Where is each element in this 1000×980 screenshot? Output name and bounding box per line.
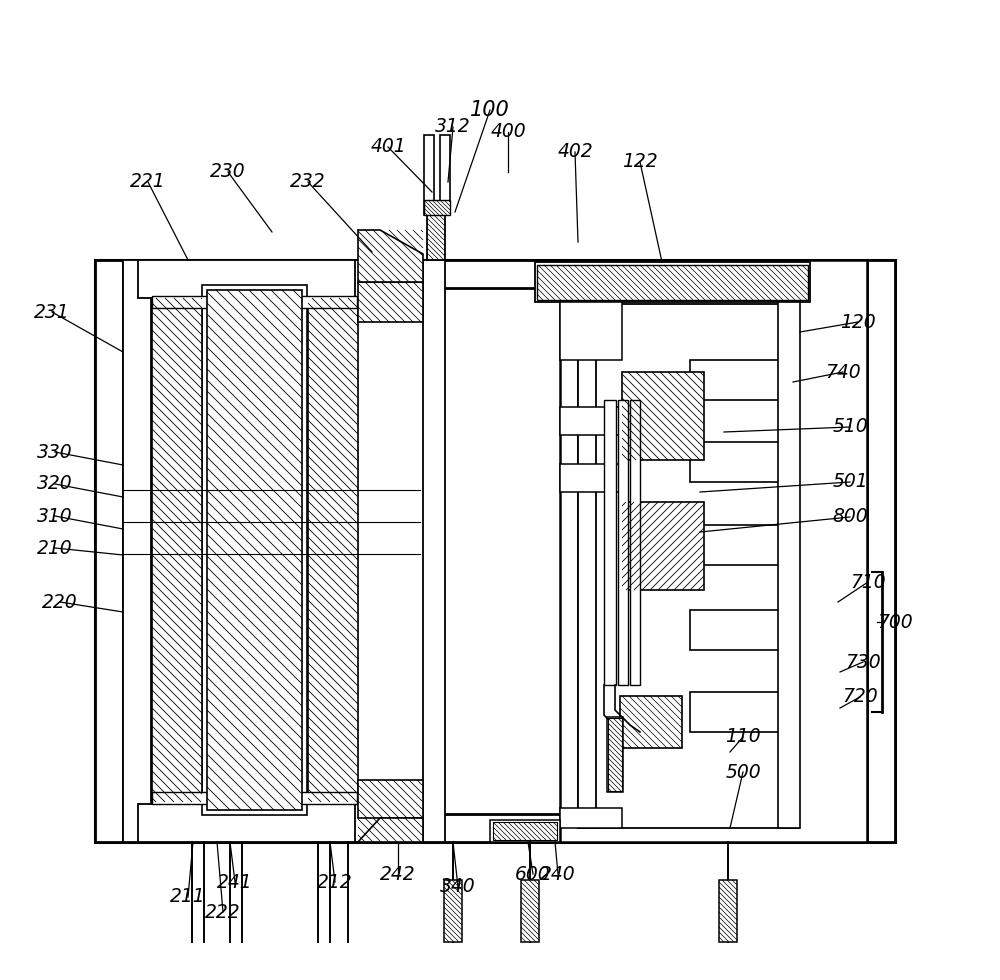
Text: 240: 240 xyxy=(540,864,576,884)
Bar xyxy=(355,260,425,842)
Bar xyxy=(690,442,780,482)
Text: 800: 800 xyxy=(832,508,868,526)
Text: 242: 242 xyxy=(380,864,416,884)
Text: 320: 320 xyxy=(37,474,73,494)
Bar xyxy=(690,360,780,400)
Text: 700: 700 xyxy=(877,612,913,631)
Bar xyxy=(440,135,450,215)
Polygon shape xyxy=(308,298,358,802)
Text: 222: 222 xyxy=(205,903,241,921)
Bar xyxy=(95,260,895,288)
Bar xyxy=(423,260,445,842)
Text: 340: 340 xyxy=(440,877,476,897)
Polygon shape xyxy=(622,372,704,460)
Bar xyxy=(123,260,151,842)
Bar xyxy=(630,400,640,685)
Text: 231: 231 xyxy=(34,303,70,321)
Text: 212: 212 xyxy=(317,872,353,892)
Polygon shape xyxy=(358,282,423,322)
Bar xyxy=(607,717,623,792)
Text: 230: 230 xyxy=(210,163,246,181)
Polygon shape xyxy=(424,200,450,215)
Text: 500: 500 xyxy=(725,762,761,781)
Bar xyxy=(578,304,596,828)
Bar xyxy=(690,610,780,650)
Text: 400: 400 xyxy=(490,122,526,141)
Bar xyxy=(138,260,403,298)
Bar xyxy=(424,135,434,215)
Polygon shape xyxy=(427,210,445,260)
Bar xyxy=(690,692,780,732)
Polygon shape xyxy=(444,880,462,942)
Text: 221: 221 xyxy=(130,172,166,191)
Bar xyxy=(138,804,403,842)
Polygon shape xyxy=(620,696,682,748)
Polygon shape xyxy=(608,718,622,791)
Bar xyxy=(152,296,357,308)
Text: 401: 401 xyxy=(370,137,406,157)
Text: 210: 210 xyxy=(37,538,73,558)
Polygon shape xyxy=(493,822,557,840)
Text: 232: 232 xyxy=(290,172,326,191)
Bar xyxy=(560,302,622,360)
Text: 110: 110 xyxy=(725,727,761,747)
Text: 730: 730 xyxy=(845,653,881,671)
Polygon shape xyxy=(719,880,737,942)
Text: 720: 720 xyxy=(842,688,878,707)
Text: 501: 501 xyxy=(832,472,868,492)
Polygon shape xyxy=(152,298,202,802)
Bar xyxy=(578,304,798,828)
Bar xyxy=(560,464,622,492)
Text: 402: 402 xyxy=(557,142,593,162)
Text: 241: 241 xyxy=(217,872,253,892)
Bar xyxy=(560,808,622,828)
Text: 220: 220 xyxy=(42,593,78,612)
Bar xyxy=(778,302,800,828)
Text: 211: 211 xyxy=(170,888,206,906)
Text: 330: 330 xyxy=(37,443,73,462)
Bar xyxy=(202,285,307,815)
Text: 740: 740 xyxy=(825,363,861,381)
Text: 100: 100 xyxy=(470,100,510,120)
Bar xyxy=(560,407,622,435)
Polygon shape xyxy=(358,230,423,282)
Polygon shape xyxy=(537,265,808,300)
Text: 510: 510 xyxy=(832,417,868,436)
Bar xyxy=(123,260,423,842)
Bar xyxy=(867,260,895,842)
Bar xyxy=(535,262,810,302)
Text: 600: 600 xyxy=(515,864,551,884)
Polygon shape xyxy=(358,818,423,842)
Polygon shape xyxy=(521,880,539,942)
Polygon shape xyxy=(207,290,302,810)
Bar xyxy=(618,400,628,685)
Polygon shape xyxy=(622,502,704,590)
Bar xyxy=(95,260,123,842)
Bar xyxy=(690,525,780,565)
Text: 312: 312 xyxy=(435,118,471,136)
Bar xyxy=(604,400,616,685)
Text: 310: 310 xyxy=(37,507,73,525)
Text: 122: 122 xyxy=(622,153,658,172)
Bar xyxy=(152,792,357,804)
Bar xyxy=(95,260,895,842)
Bar xyxy=(95,814,895,842)
Bar xyxy=(780,304,798,828)
Text: 710: 710 xyxy=(850,572,886,592)
Text: 120: 120 xyxy=(840,313,876,331)
Bar xyxy=(560,260,867,842)
Bar xyxy=(490,820,560,842)
Polygon shape xyxy=(358,780,423,818)
